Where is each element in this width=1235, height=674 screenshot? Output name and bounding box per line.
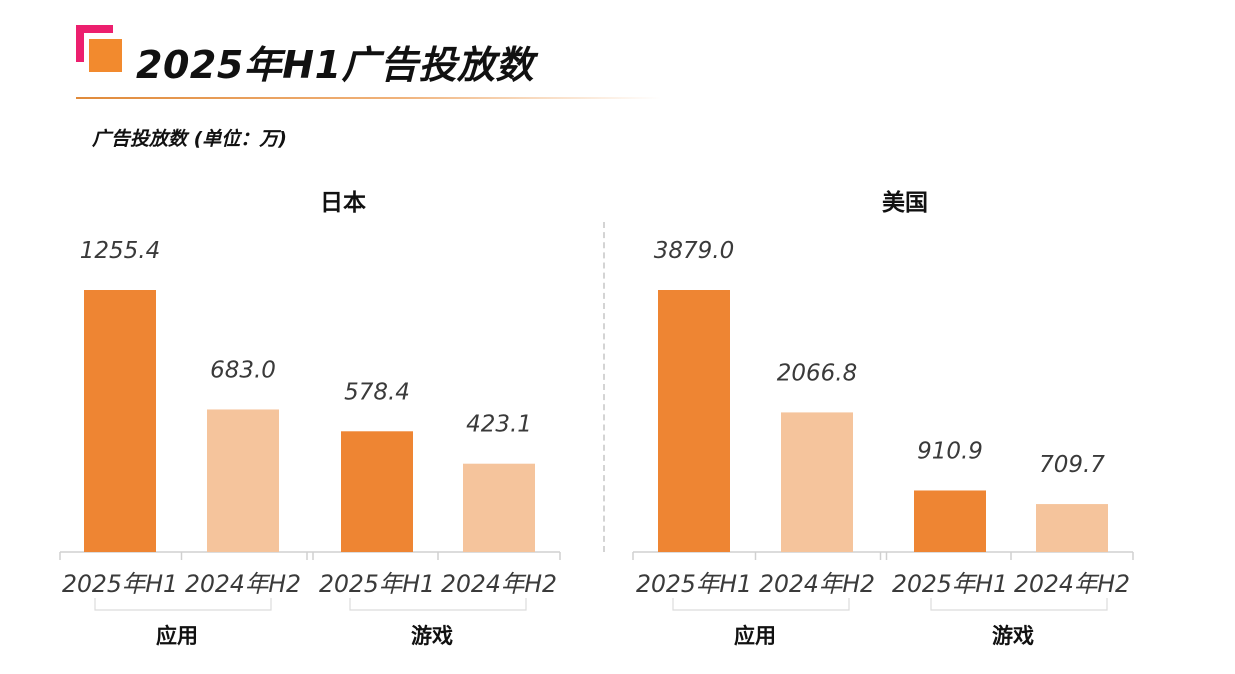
- bar: [463, 463, 535, 552]
- data-label: 578.4: [344, 379, 410, 405]
- group-bracket: [94, 598, 272, 611]
- group-label: 应用: [156, 624, 198, 648]
- group-bracket: [349, 598, 527, 611]
- group-label: 应用: [734, 624, 776, 648]
- x-tick-label: 2025年H1: [62, 570, 178, 598]
- x-tick-label: 2025年H1: [636, 570, 752, 598]
- bar: [84, 290, 156, 552]
- bar: [1036, 504, 1108, 552]
- title-underline: [76, 97, 661, 99]
- bar: [781, 412, 853, 552]
- bar: [914, 490, 986, 552]
- data-label: 3879.0: [654, 238, 734, 264]
- x-tick-label: 2025年H1: [892, 570, 1008, 598]
- chart-subtitle: 广告投放数 (单位：万): [92, 128, 287, 150]
- bar: [207, 409, 279, 552]
- data-label: 709.7: [1039, 452, 1105, 478]
- data-label: 2066.8: [777, 360, 857, 386]
- bar: [341, 431, 413, 552]
- data-label: 423.1: [466, 412, 532, 438]
- data-label: 910.9: [917, 438, 983, 464]
- group-bracket: [930, 598, 1108, 611]
- data-label: 1255.4: [80, 238, 160, 264]
- data-label: 683.0: [210, 357, 276, 383]
- x-tick-label: 2024年H2: [759, 570, 875, 598]
- logo-orange-square: [89, 39, 122, 72]
- x-tick-label: 2024年H2: [1014, 570, 1130, 598]
- x-tick-label: 2025年H1: [319, 570, 435, 598]
- panel-title: 美国: [882, 189, 928, 216]
- group-label: 游戏: [992, 624, 1034, 648]
- group-label: 游戏: [411, 624, 453, 648]
- bar: [658, 290, 730, 552]
- x-tick-label: 2024年H2: [185, 570, 301, 598]
- x-tick-label: 2024年H2: [441, 570, 557, 598]
- group-bracket: [672, 598, 850, 611]
- panel-divider: [603, 222, 605, 552]
- page-title: 2025年H1广告投放数: [136, 43, 535, 87]
- panel-title: 日本: [320, 190, 366, 216]
